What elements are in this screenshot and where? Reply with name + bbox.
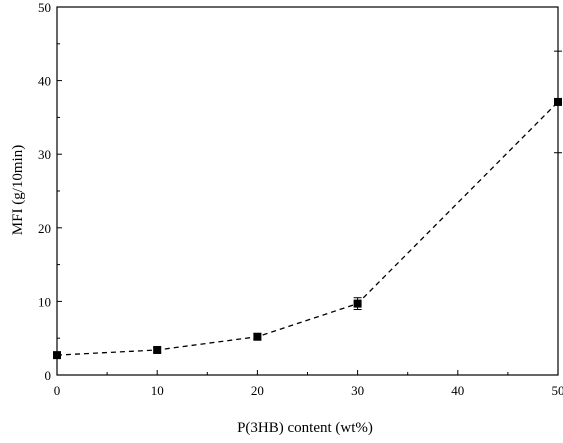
y-tick-label: 40 [38, 74, 51, 89]
data-point [153, 346, 161, 354]
data-point [253, 333, 261, 341]
series [53, 51, 562, 359]
data-point [354, 300, 362, 308]
x-axis-title: P(3HB) content (wt%) [237, 420, 373, 436]
x-tick-label: 50 [552, 383, 563, 398]
x-tick-label: 10 [151, 383, 164, 398]
x-tick-label: 0 [54, 383, 61, 398]
y-tick-label: 30 [38, 147, 51, 162]
y-tick-label: 50 [38, 0, 51, 15]
data-point [53, 351, 61, 359]
y-tick-label: 20 [38, 221, 51, 236]
series-line [57, 102, 558, 355]
y-axis-title: MFI (g/10min) [10, 145, 26, 235]
x-tick-label: 20 [251, 383, 264, 398]
ticks: 0 10 20 30 40 50 0 10 20 30 40 50 [38, 0, 563, 398]
x-tick-label: 30 [351, 383, 364, 398]
x-tick-label: 40 [451, 383, 464, 398]
y-tick-label: 10 [38, 294, 51, 309]
y-tick-label: 0 [45, 368, 52, 383]
data-point [554, 98, 562, 106]
